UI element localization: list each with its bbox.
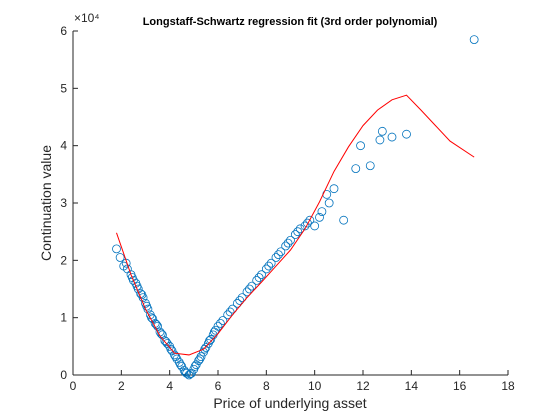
y-tick-label: 5 — [60, 81, 67, 95]
scatter-point — [228, 304, 237, 314]
scatter-point — [293, 227, 303, 237]
y-exponent-label: ×10⁴ — [74, 11, 100, 25]
scatter-point — [377, 126, 387, 136]
x-tick-label: 0 — [70, 379, 77, 393]
y-tick-label: 1 — [60, 311, 67, 325]
scatter-point — [190, 361, 200, 371]
scatter-point — [266, 258, 276, 268]
y-tick-label: 0 — [60, 368, 67, 382]
regression-fit-line — [116, 94, 475, 356]
scatter-point — [137, 290, 147, 300]
x-tick-label: 16 — [453, 379, 467, 393]
scatter-point — [283, 238, 293, 248]
scatter-point — [247, 281, 257, 291]
scatter-point — [286, 235, 295, 245]
scatter-point — [209, 327, 219, 337]
scatter-point — [147, 313, 156, 323]
y-tick-label: 2 — [60, 253, 67, 267]
x-tick-label: 8 — [263, 379, 270, 393]
scatter-point — [112, 244, 121, 254]
scatter-point — [252, 275, 262, 285]
scatter-point — [182, 368, 191, 378]
x-tick-label: 6 — [215, 379, 222, 393]
scatter-point — [276, 247, 286, 257]
scatter-point — [469, 35, 479, 44]
x-tick-label: 14 — [405, 379, 419, 393]
scatter-point — [195, 354, 205, 364]
x-axis-label: Price of underlying asset — [213, 395, 366, 411]
scatter-point — [271, 253, 281, 262]
scatter-point — [180, 367, 190, 377]
y-tick-label: 6 — [60, 24, 67, 38]
scatter-point — [315, 212, 324, 222]
scatter-point — [351, 164, 361, 174]
scatter-point — [218, 316, 228, 325]
scatter-point — [205, 336, 214, 346]
scatter-point — [329, 184, 339, 194]
scatter-point — [171, 352, 181, 362]
scatter-point — [402, 129, 411, 139]
scatter-point — [216, 318, 225, 328]
scatter-point — [235, 296, 245, 305]
x-tick-label: 2 — [118, 379, 125, 393]
scatter-point — [160, 336, 170, 346]
scatter-point — [200, 344, 210, 354]
x-tick-label: 18 — [501, 379, 515, 393]
scatter-point — [264, 261, 274, 271]
scatter-point — [375, 135, 385, 145]
scatter-point — [295, 224, 305, 234]
scatter-point — [142, 301, 152, 311]
scatter-point — [257, 270, 266, 280]
y-tick-label: 3 — [60, 196, 67, 210]
scatter-point — [365, 161, 375, 171]
scatter-point — [161, 337, 171, 347]
scatter-point — [176, 360, 185, 370]
scatter-point — [305, 215, 315, 225]
scatter-point — [196, 352, 206, 362]
scatter-point — [274, 250, 283, 260]
scatter-point — [242, 287, 252, 297]
scatter-point — [232, 298, 242, 308]
scatter-point — [225, 307, 235, 317]
scatter-point — [317, 207, 327, 217]
scatter-point — [254, 273, 264, 282]
x-tick-label: 10 — [308, 379, 322, 393]
scatter-point — [324, 198, 334, 208]
scatter-point — [339, 215, 349, 225]
x-tick-label: 4 — [166, 379, 173, 393]
scatter-point — [127, 273, 137, 282]
y-tick-label: 4 — [60, 139, 67, 153]
scatter-point — [166, 344, 176, 354]
scatter-point — [290, 230, 300, 239]
scatter-point — [245, 284, 254, 294]
y-axis-label: Continuation value — [38, 145, 54, 261]
scatter-point — [206, 335, 216, 344]
scatter-point — [387, 132, 397, 142]
scatter-point — [261, 264, 271, 274]
scatter-point — [223, 310, 233, 320]
x-tick-label: 12 — [356, 379, 370, 393]
chart-title: Longstaff-Schwartz regression fit (3rd o… — [143, 16, 438, 28]
scatter-point — [115, 253, 125, 262]
scatter-point — [356, 141, 365, 151]
scatter-point — [185, 369, 195, 379]
scatter-point — [281, 241, 291, 251]
scatter-point — [303, 218, 312, 228]
scatter-point — [237, 293, 247, 303]
scatter-point — [300, 221, 310, 231]
scatter-point — [153, 321, 162, 331]
